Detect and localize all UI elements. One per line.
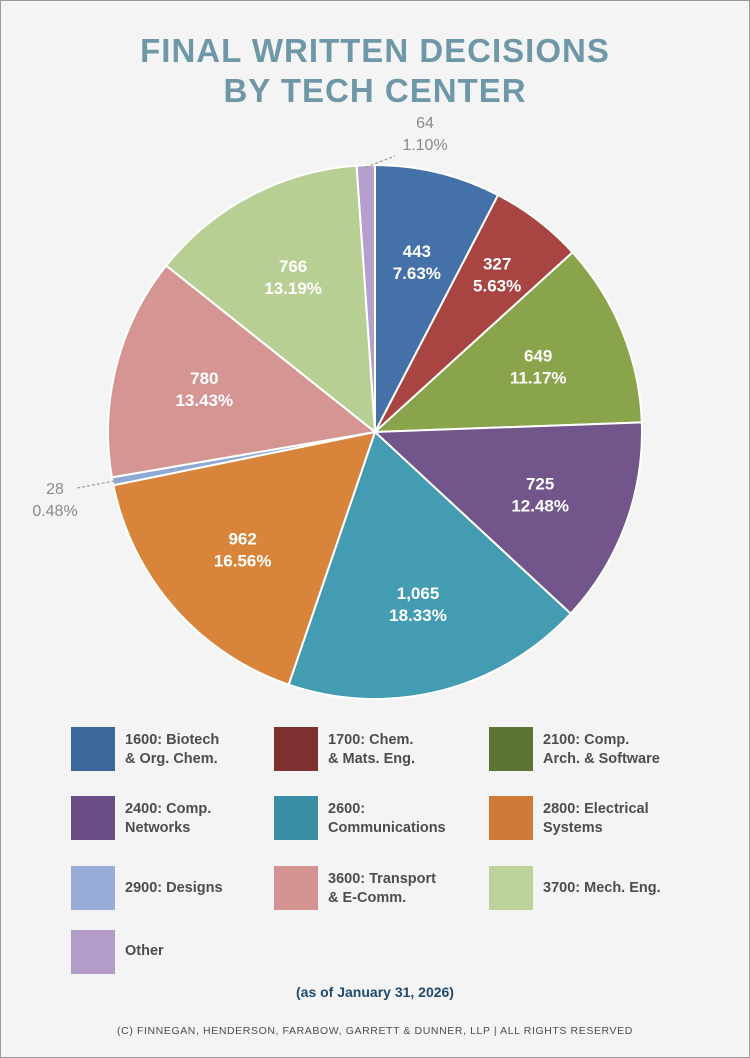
pie-slice-2100 bbox=[372, 250, 643, 434]
legend-label-line-2: Communications bbox=[328, 820, 446, 836]
slice-value-label: 1,065 bbox=[397, 584, 440, 603]
chart-title-line-2: BY TECH CENTER bbox=[223, 72, 527, 109]
legend-label: 2600: Communications bbox=[328, 800, 488, 838]
legend-label: 2800: Electrical Systems bbox=[543, 800, 703, 838]
legend-label-line-1: 2400: Comp. bbox=[125, 801, 212, 817]
pie-slice-2400 bbox=[372, 421, 643, 616]
slice-percent-label: 13.43% bbox=[175, 391, 233, 410]
slice-percent-label: 11.17% bbox=[510, 369, 567, 388]
legend-label-line-2: Systems bbox=[543, 820, 603, 836]
pie-chart: 64 1.10% 443 7.63% 327 5.63% 649 11.17% 725 12.48… bbox=[32, 115, 643, 700]
legend-label-line-2: Networks bbox=[125, 820, 191, 836]
legend-swatch bbox=[489, 727, 533, 771]
slice-value-label: 725 bbox=[526, 474, 554, 493]
slice-value-label: 766 bbox=[279, 257, 307, 276]
legend-label-line-1: 2800: Electrical bbox=[543, 801, 649, 817]
as-of-note: (as of January 31, 2026) bbox=[296, 984, 454, 1000]
legend-label: 3700: Mech. Eng. bbox=[543, 879, 703, 898]
legend-swatch bbox=[489, 796, 533, 840]
slice-percent-label: 13.19% bbox=[264, 279, 322, 298]
slice-value-label: 64 bbox=[416, 115, 434, 132]
slice-percent-label: 7.63% bbox=[393, 264, 441, 283]
legend-label-line-1: 2600: bbox=[328, 801, 366, 817]
legend-label: 2900: Designs bbox=[125, 879, 285, 898]
legend-label-line-1: 2100: Comp. bbox=[543, 732, 630, 748]
legend-item: 1600: Biotech & Org. Chem. bbox=[71, 727, 285, 771]
legend-swatch bbox=[274, 866, 318, 910]
legend-label: 1600: Biotech & Org. Chem. bbox=[125, 731, 285, 769]
legend-label-line-1: 2900: Designs bbox=[125, 880, 223, 896]
slice-percent-label: 0.48% bbox=[32, 503, 77, 520]
legend-label: 2100: Comp. Arch. & Software bbox=[543, 731, 703, 769]
legend-item: 2900: Designs bbox=[71, 866, 285, 910]
slice-value-label: 649 bbox=[524, 347, 552, 366]
legend-label-line-1: 3600: Transport bbox=[328, 871, 436, 887]
legend-item: Other bbox=[71, 930, 285, 974]
legend-label: 1700: Chem. & Mats. Eng. bbox=[328, 731, 488, 769]
slice-value-label: 327 bbox=[483, 254, 511, 273]
legend-swatch bbox=[71, 727, 115, 771]
pie-slice-3600 bbox=[107, 264, 378, 479]
legend-item: 2600: Communications bbox=[274, 796, 488, 840]
legend-label-line-1: 1600: Biotech bbox=[125, 732, 220, 748]
slice-percent-label: 12.48% bbox=[511, 496, 569, 515]
pie-slice-2600 bbox=[287, 430, 573, 700]
legend-swatch bbox=[71, 796, 115, 840]
legend-swatch bbox=[71, 866, 115, 910]
legend-label-line-2: & Org. Chem. bbox=[125, 751, 218, 767]
legend-label-line-1: Other bbox=[125, 943, 164, 959]
legend-label: 2400: Comp. Networks bbox=[125, 800, 285, 838]
pie-slice-3700 bbox=[164, 164, 377, 435]
legend-item: 3700: Mech. Eng. bbox=[489, 866, 703, 910]
pie-slice-2800 bbox=[112, 430, 377, 686]
legend-swatch bbox=[274, 727, 318, 771]
copyright-notice: (C) FINNEGAN, HENDERSON, FARABOW, GARRET… bbox=[117, 1025, 633, 1037]
slice-value-label: 780 bbox=[190, 369, 218, 388]
legend-swatch bbox=[71, 930, 115, 974]
legend-label: 3600: Transport & E-Comm. bbox=[328, 870, 488, 908]
slice-percent-label: 16.56% bbox=[214, 551, 272, 570]
legend-label-line-1: 1700: Chem. bbox=[328, 732, 414, 748]
slice-percent-label: 1.10% bbox=[402, 137, 447, 154]
legend-item: 3600: Transport & E-Comm. bbox=[274, 866, 488, 910]
legend-item: 2800: Electrical Systems bbox=[489, 796, 703, 840]
legend-swatch bbox=[274, 796, 318, 840]
legend-label-line-2: Arch. & Software bbox=[543, 751, 660, 767]
legend-item: 1700: Chem. & Mats. Eng. bbox=[274, 727, 488, 771]
chart-title-line-1: FINAL WRITTEN DECISIONS bbox=[140, 32, 610, 69]
legend-item: 2400: Comp. Networks bbox=[71, 796, 285, 840]
legend-swatch bbox=[489, 866, 533, 910]
legend-label: Other bbox=[125, 942, 285, 961]
legend-label-line-2: & Mats. Eng. bbox=[328, 751, 416, 767]
slice-value-label: 962 bbox=[228, 529, 256, 548]
slice-percent-label: 5.63% bbox=[473, 276, 521, 295]
slice-value-label: 28 bbox=[46, 481, 64, 498]
pie-slice-1600 bbox=[374, 163, 500, 433]
slice-value-label: 443 bbox=[403, 242, 431, 261]
slice-percent-label: 18.33% bbox=[389, 606, 447, 625]
slice-leader-line bbox=[365, 155, 396, 168]
legend-item: 2100: Comp. Arch. & Software bbox=[489, 727, 703, 771]
legend-label-line-2: & E-Comm. bbox=[328, 890, 407, 906]
slice-leader-line bbox=[76, 480, 115, 489]
legend-label-line-1: 3700: Mech. Eng. bbox=[543, 880, 661, 896]
